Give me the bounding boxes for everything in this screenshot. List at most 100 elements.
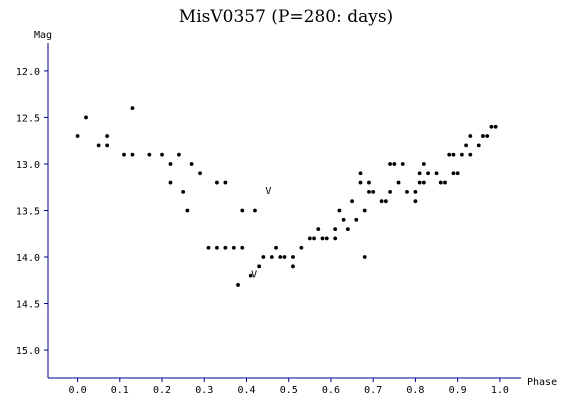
data-point [476,143,481,148]
data-point [417,180,422,185]
data-point [451,152,456,157]
annotations: VV [251,186,271,281]
x-tick-label: 0.9 [449,385,467,396]
data-point [223,245,228,250]
data-point [493,124,498,129]
x-tick-label: 0.5 [280,385,298,396]
data-point [443,180,447,185]
data-point [177,152,181,157]
data-point [84,115,88,120]
y-tick-label: 13.0 [16,160,40,171]
data-point [96,143,101,148]
data-point [379,199,384,204]
data-point [168,180,173,185]
data-point [345,227,350,232]
y-tick-label: 14.0 [16,253,40,264]
x-tick-label: 0.2 [153,385,171,396]
data-point [367,189,371,194]
data-point [434,171,439,176]
x-tick-label: 0.0 [69,385,87,396]
data-point [438,180,443,185]
data-point [468,152,473,157]
data-point [257,264,262,269]
data-point [371,189,376,194]
x-tick-label: 0.3 [195,385,213,396]
data-point [388,189,392,194]
data-point [291,264,295,269]
data-point [181,189,186,194]
data-point [240,245,245,250]
data-point [468,134,473,138]
data-point [362,255,367,259]
data-points [75,106,498,287]
data-point [362,208,367,213]
data-point [307,236,312,241]
data-point [383,199,388,204]
x-tick-label: 0.7 [364,385,382,396]
data-point [185,208,190,213]
data-point [358,171,363,176]
annotation-label: V [265,186,271,197]
data-point [350,199,354,204]
data-point [451,171,456,176]
data-point [333,227,338,232]
annotation-label: V [251,270,257,281]
data-point [215,180,219,185]
data-point [341,217,346,222]
x-tick-label: 0.6 [322,385,340,396]
data-point [130,152,135,157]
x-tick-label: 0.4 [237,385,255,396]
data-point [282,255,287,259]
data-point [400,162,405,166]
data-point [413,189,418,194]
data-point [405,189,409,194]
data-point [312,236,316,241]
y-tick-label: 15.0 [16,346,40,357]
data-point [240,208,245,213]
data-point [316,227,321,232]
data-point [274,245,278,250]
data-point [337,208,342,213]
data-point [130,106,135,111]
data-point [278,255,283,259]
data-point [421,180,426,185]
data-point [231,245,236,250]
data-point [105,143,110,148]
x-tick-label: 1.0 [491,385,509,396]
x-tick-label: 0.1 [111,385,129,396]
data-point [75,134,80,138]
data-point [248,273,253,278]
data-point [122,152,126,157]
y-axis-label: Mag [34,30,52,41]
data-point [455,171,460,176]
y-tick-label: 12.5 [16,113,40,124]
data-point [253,208,257,213]
ticks: 0.0 0.1 0.2 0.3 0.4 0.5 0.6 0.7 0.8 0.9 1.0 12.0 12.… [16,67,509,396]
data-point [426,171,430,176]
data-point [367,180,371,185]
data-point [485,134,490,138]
data-point [392,162,397,166]
x-axis-label: Phase [527,377,557,388]
y-tick-label: 13.5 [16,207,40,218]
data-point [489,124,494,129]
data-point [354,217,359,222]
data-point [223,180,228,185]
data-point [358,180,363,185]
data-point [168,162,173,166]
data-point [324,236,329,241]
data-point [105,134,110,138]
data-point [459,152,464,157]
y-tick-label: 12.0 [16,67,40,78]
x-tick-label: 0.8 [406,385,424,396]
data-point [147,152,152,157]
y-tick-label: 14.5 [16,300,40,311]
data-point [388,162,392,166]
data-point [198,171,202,176]
data-point [481,134,485,138]
data-point [189,162,194,166]
data-point [464,143,468,148]
data-point [261,255,266,259]
data-point [160,152,164,157]
